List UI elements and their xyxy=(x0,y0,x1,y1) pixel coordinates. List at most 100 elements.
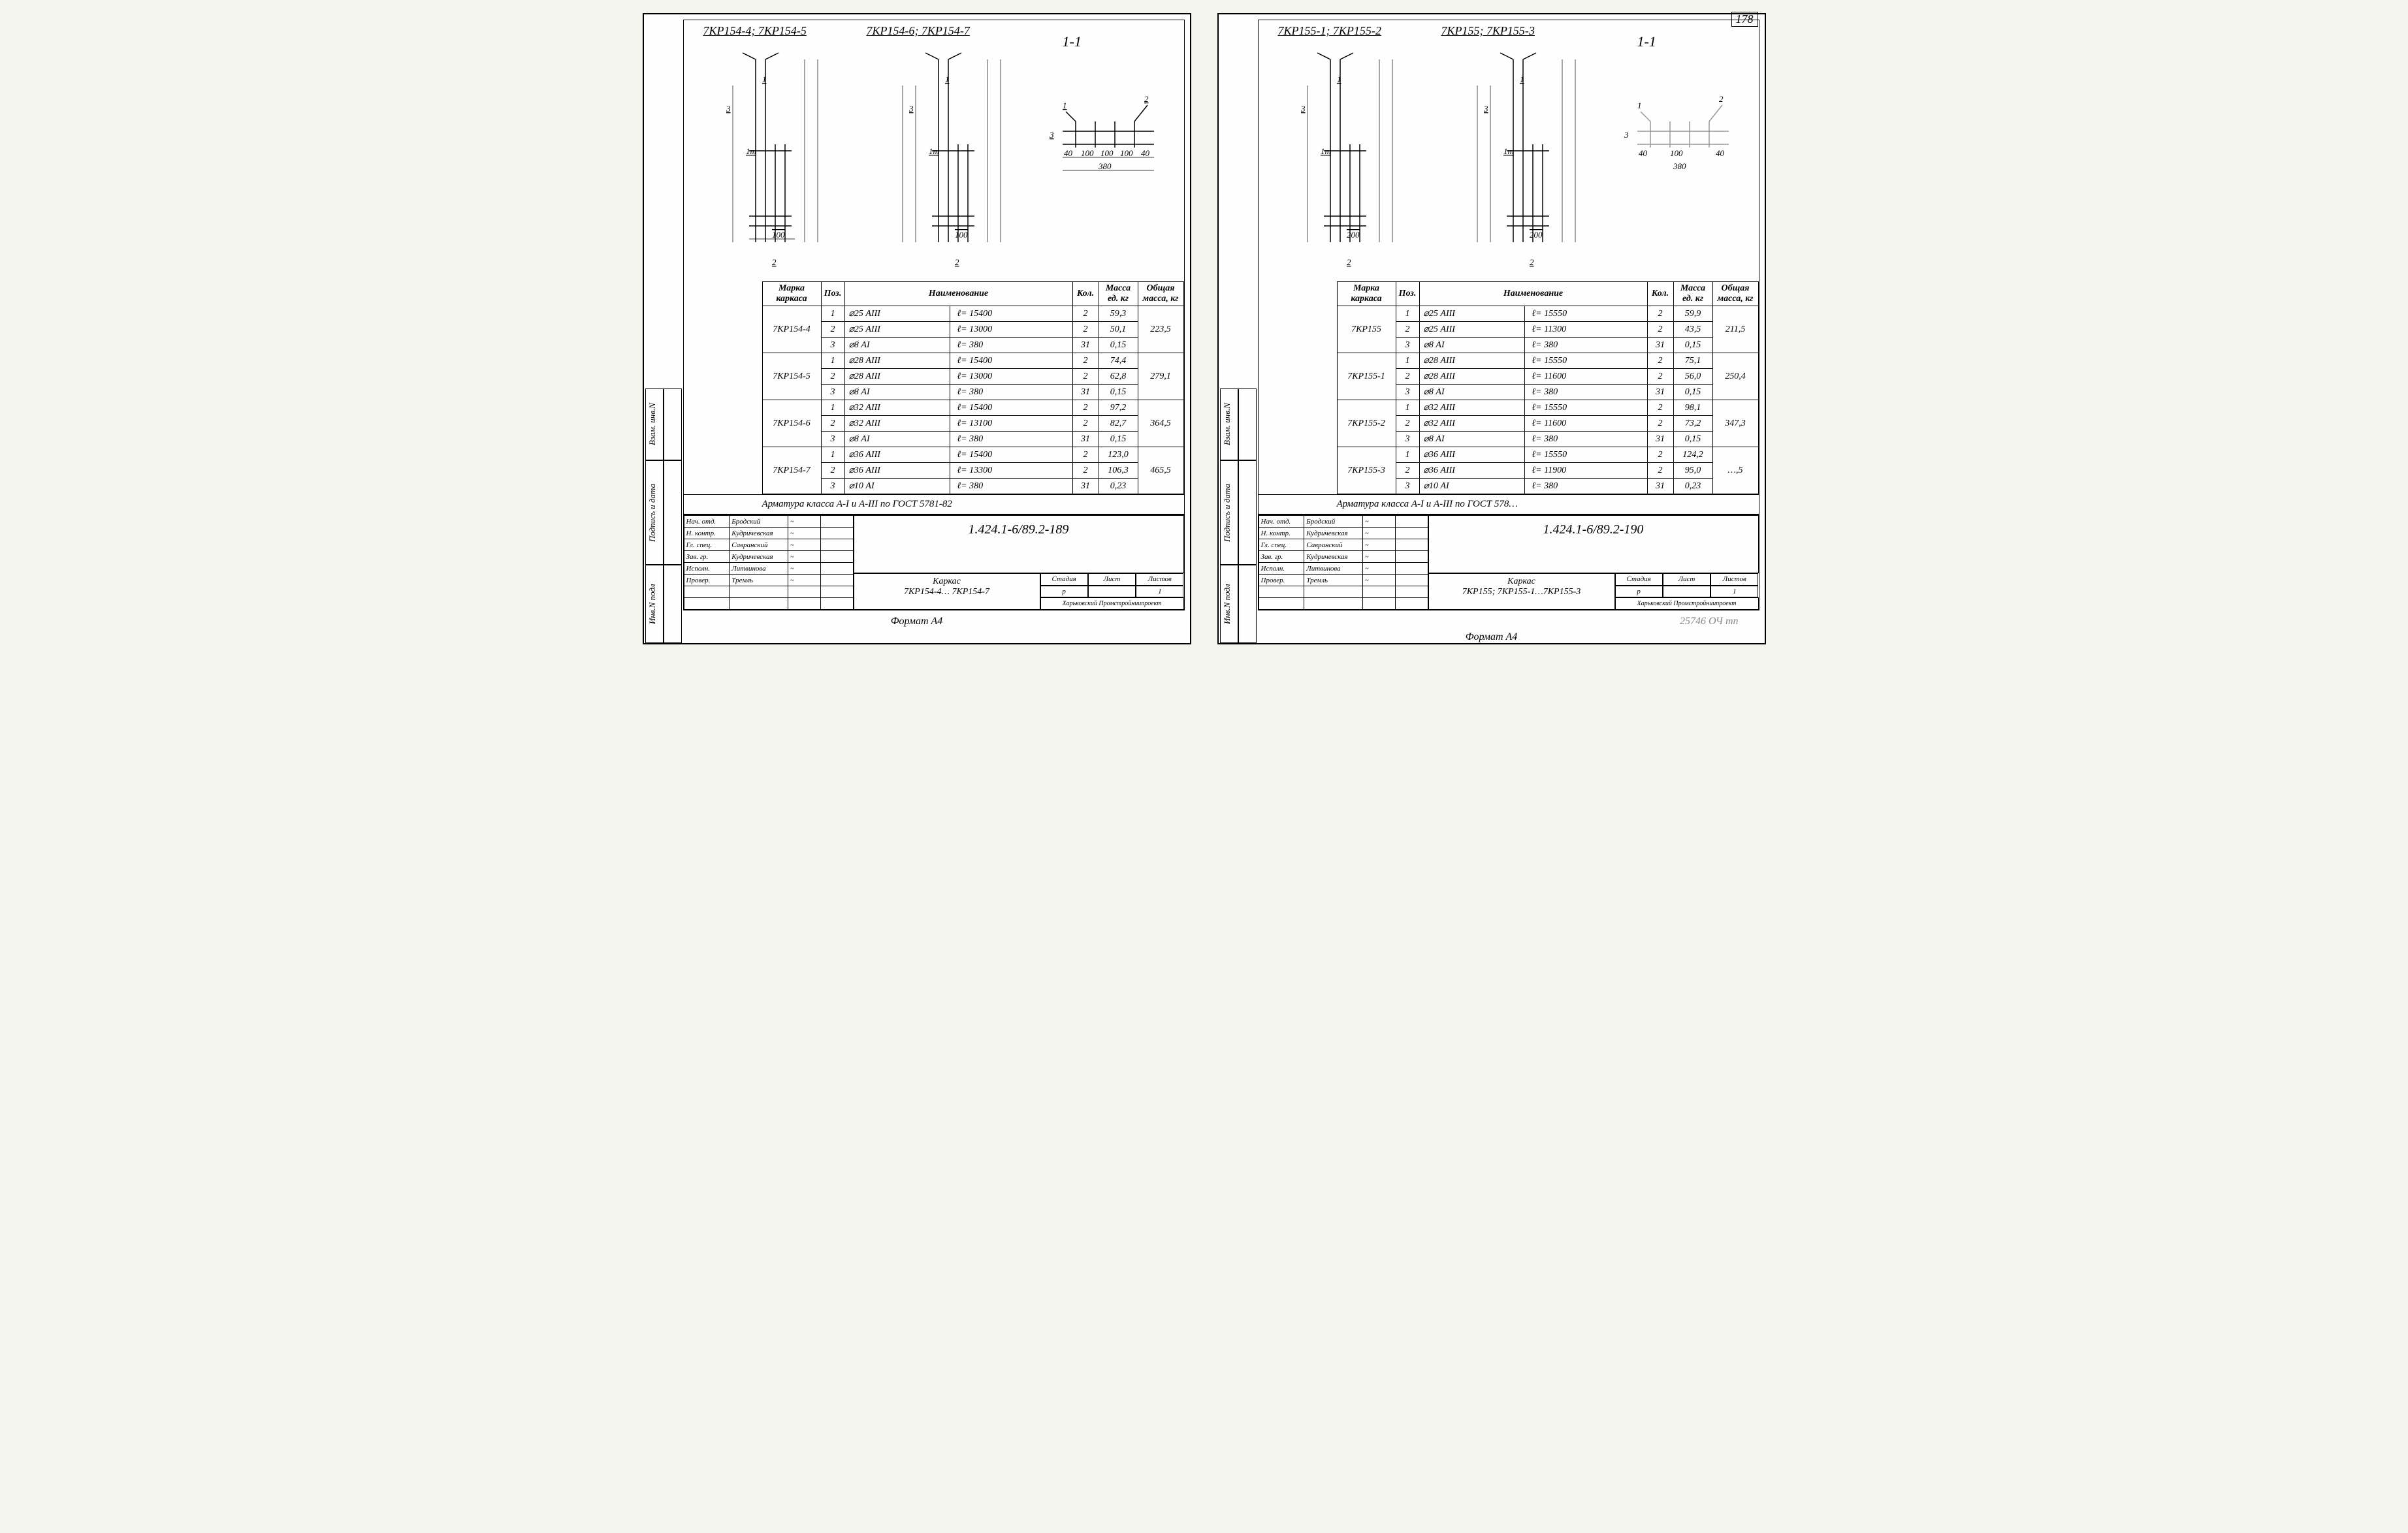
svg-text:100: 100 xyxy=(955,230,968,240)
spec-cell: 3 xyxy=(821,432,844,447)
spec-cell: 1 xyxy=(1396,400,1419,416)
th-mark: Марка каркаса xyxy=(762,282,821,306)
bottom-note-right: 25746 ОЧ тп xyxy=(1219,616,1765,627)
spec-cell: 0,15 xyxy=(1099,338,1138,353)
role-cell: Н. контр. xyxy=(684,528,730,539)
doc-name-top: Каркас xyxy=(933,577,961,586)
spec-cell: 0,15 xyxy=(1099,432,1138,447)
role-cell: Гл. спец. xyxy=(1259,539,1304,551)
svg-text:1т: 1т xyxy=(1321,146,1331,156)
spec-cell: ℓ= 380 xyxy=(950,385,1072,400)
spec-cell: ⌀8 АI xyxy=(844,385,950,400)
side-vzam-r: Взам. инв.N xyxy=(1220,388,1238,460)
spec-cell: 2 xyxy=(1072,463,1099,479)
role-cell xyxy=(1395,563,1428,575)
spec-cell: 31 xyxy=(1647,338,1673,353)
spec-cell: 2 xyxy=(1072,447,1099,463)
role-cell: ~ xyxy=(1363,516,1396,528)
svg-text:2: 2 xyxy=(772,257,777,267)
spec-tbody-right: 7КР1551⌀25 АIIIℓ= 15550259,9211,52⌀25 АI… xyxy=(1337,306,1758,494)
side-blank2 xyxy=(664,460,682,565)
svg-text:40: 40 xyxy=(1639,148,1648,158)
roles-table-right: Нач. отд.Бродский~Н. контр.Кудричевская~… xyxy=(1259,515,1428,610)
spec-cell: 2 xyxy=(1072,306,1099,322)
th-qty-r: Кол. xyxy=(1647,282,1673,306)
spec-cell: ⌀28 АIII xyxy=(844,353,950,369)
spec-cell: 2 xyxy=(1647,400,1673,416)
sheet-right: 178 Инв.N подл Подпись и дата Взам. инв.… xyxy=(1217,13,1766,644)
role-cell: Н. контр. xyxy=(1259,528,1304,539)
spec-cell: 82,7 xyxy=(1099,416,1138,432)
spec-cell: ⌀10 АI xyxy=(844,479,950,494)
spec-cell: ℓ= 380 xyxy=(950,479,1072,494)
spec-cell: 2 xyxy=(1647,369,1673,385)
mark-cell: 7КР154-6 xyxy=(762,400,821,447)
roles-tbody-right: Нач. отд.Бродский~Н. контр.Кудричевская~… xyxy=(1259,516,1428,610)
role-cell xyxy=(1395,551,1428,563)
spec-cell: ⌀25 АIII xyxy=(1419,306,1525,322)
role-cell: Бродский xyxy=(1304,516,1363,528)
role-cell: ~ xyxy=(1363,563,1396,575)
stage-h: Стадия xyxy=(1040,573,1088,586)
spec-cell: 97,2 xyxy=(1099,400,1138,416)
spec-cell: ⌀36 АIII xyxy=(844,447,950,463)
spec-cell: 2 xyxy=(1647,353,1673,369)
th-name: Наименование xyxy=(844,282,1072,306)
gost-note-left: Арматура класса А-I и А-III по ГОСТ 5781… xyxy=(684,494,1184,514)
svg-text:1т: 1т xyxy=(1503,146,1514,156)
spec-cell: 1 xyxy=(1396,306,1419,322)
spec-cell: 31 xyxy=(1072,432,1099,447)
role-blank xyxy=(730,598,788,610)
th-mark-r: Марка каркаса xyxy=(1337,282,1396,306)
stage-h-r: Стадия xyxy=(1615,573,1663,586)
role-cell xyxy=(820,539,853,551)
role-cell xyxy=(820,551,853,563)
spec-cell: 3 xyxy=(1396,338,1419,353)
svg-text:1: 1 xyxy=(1520,74,1524,84)
role-cell xyxy=(1395,528,1428,539)
th-mass: Масса ед. кг xyxy=(1099,282,1138,306)
doc-num-left: 1.424.1-6/89.2-189 xyxy=(854,515,1184,573)
svg-text:100: 100 xyxy=(1670,148,1683,158)
drawings-left: 7КР154-4; 7КР154-5 7КР154-6; 7КР154-7 1-… xyxy=(684,20,1184,281)
spec-cell: 50,1 xyxy=(1099,322,1138,338)
side-blank3 xyxy=(664,388,682,460)
spec-cell: 2 xyxy=(821,369,844,385)
mark-cell: 7КР154-4 xyxy=(762,306,821,353)
role-cell: ~ xyxy=(1363,528,1396,539)
role-cell: Кудричевская xyxy=(1304,551,1363,563)
spec-cell: ⌀10 АI xyxy=(1419,479,1525,494)
inner-frame-left: 7КР154-4; 7КР154-5 7КР154-6; 7КР154-7 1-… xyxy=(683,20,1185,610)
rebar-drawing-1: 1 3 1т 2 750 29×500=14500 15400 13000 10… xyxy=(697,46,847,268)
side-blank1 xyxy=(664,565,682,643)
th-qty: Кол. xyxy=(1072,282,1099,306)
th-total-r: Общая масса, кг xyxy=(1712,282,1758,306)
spec-cell: ℓ= 15400 xyxy=(950,306,1072,322)
role-blank xyxy=(1304,598,1363,610)
role-blank xyxy=(1304,586,1363,598)
tb-roles-right: Нач. отд.Бродский~Н. контр.Кудричевская~… xyxy=(1259,515,1428,610)
role-cell: Нач. отд. xyxy=(1259,516,1304,528)
format-note-right: Формат А4 xyxy=(1219,631,1765,643)
spec-cell: ⌀8 АI xyxy=(1419,432,1525,447)
spec-table-right: Марка каркаса Поз. Наименование Кол. Мас… xyxy=(1337,281,1759,494)
role-cell: ~ xyxy=(1363,539,1396,551)
total-cell: 250,4 xyxy=(1712,353,1758,400)
mark-cell: 7КР155 xyxy=(1337,306,1396,353)
spec-cell: ⌀36 АIII xyxy=(1419,447,1525,463)
role-cell xyxy=(820,563,853,575)
spec-cell: ℓ= 380 xyxy=(1525,385,1647,400)
spec-cell: ⌀8 АI xyxy=(1419,338,1525,353)
th-mass-r: Масса ед. кг xyxy=(1673,282,1712,306)
spec-cell: 1 xyxy=(821,400,844,416)
spec-cell: ℓ= 11600 xyxy=(1525,416,1647,432)
role-cell: Кудричевская xyxy=(730,528,788,539)
spec-cell: 31 xyxy=(1647,432,1673,447)
spec-cell: ℓ= 380 xyxy=(1525,432,1647,447)
svg-text:40: 40 xyxy=(1716,148,1725,158)
spec-cell: ℓ= 11600 xyxy=(1525,369,1647,385)
role-cell: Нач. отд. xyxy=(684,516,730,528)
spec-table-wrap-left: Марка каркаса Поз. Наименование Кол. Мас… xyxy=(684,281,1184,494)
dwg-title-a: 7КР154-4; 7КР154-5 xyxy=(703,24,807,38)
mark-cell: 7КР155-3 xyxy=(1337,447,1396,494)
